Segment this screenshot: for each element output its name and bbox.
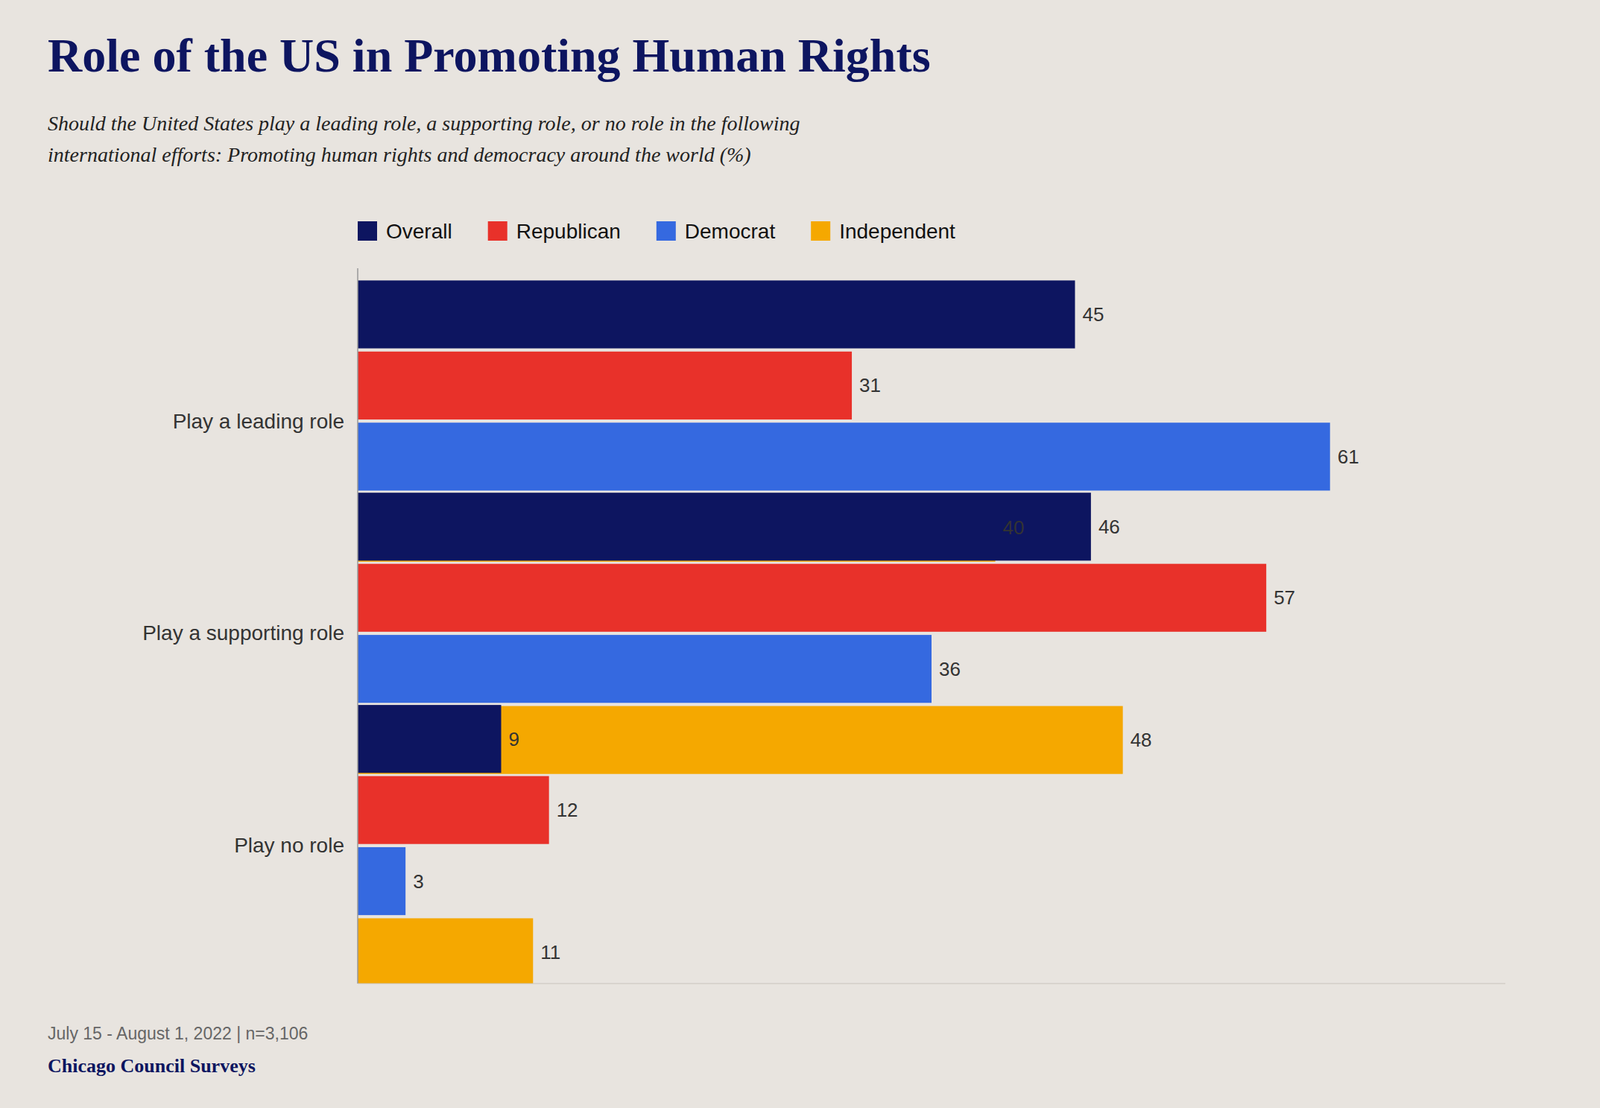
data-labels: 45 31 61 40 46 57 36 48 9 12 3 11 [412, 303, 1359, 964]
bar [357, 564, 1267, 632]
legend-swatch [488, 221, 508, 241]
data-label: 61 [1337, 445, 1360, 469]
bar [357, 776, 550, 845]
footer: July 15 - August 1, 2022 | n=3,106 [47, 1023, 308, 1044]
bars [357, 280, 1331, 984]
data-label: 3 [412, 870, 424, 893]
bar [357, 704, 502, 773]
data-label: 31 [859, 374, 881, 397]
y-axis-line [356, 268, 359, 984]
data-label: 9 [508, 728, 520, 751]
category-label: Play a leading role [172, 409, 345, 433]
data-label: 11 [540, 941, 561, 964]
legend-swatch [810, 221, 831, 241]
subtitle-line: Should the United States play a leading … [47, 111, 801, 135]
legend-label: Overall [386, 219, 453, 243]
bar [357, 492, 1092, 561]
category-label: Play no role [234, 833, 345, 858]
legend-label: Democrat [684, 219, 776, 243]
data-label: 12 [556, 798, 579, 822]
bar [357, 847, 406, 916]
legend: Overall Republican Democrat Independent [357, 219, 956, 243]
data-label: 57 [1273, 586, 1296, 609]
legend-label: Republican [516, 219, 621, 243]
footer: Chicago Council Surveys [47, 1055, 256, 1077]
chart: Role of the US in Promoting Human Rights… [0, 0, 1600, 1108]
x-range-line [357, 983, 1506, 985]
bar [357, 918, 533, 984]
subtitle-line: international efforts: Promoting human r… [47, 143, 752, 167]
category-label: Play a supporting role [142, 621, 345, 645]
legend-swatch [357, 221, 378, 241]
data-label: 46 [1098, 515, 1121, 539]
bar [357, 634, 932, 703]
title: Role of the US in Promoting Human Rights [47, 29, 931, 82]
legend-swatch [656, 221, 676, 241]
bar [357, 280, 1076, 349]
subtitle: Should the United States play a leading … [47, 111, 801, 167]
background [0, 0, 1600, 1108]
legend-label: Independent [839, 219, 956, 243]
data-label: 36 [938, 658, 961, 681]
data-label: 45 [1082, 303, 1105, 326]
data-label: 40 [1003, 516, 1025, 539]
data-label: 48 [1130, 728, 1153, 752]
bar [357, 351, 852, 420]
bar [357, 422, 1331, 491]
